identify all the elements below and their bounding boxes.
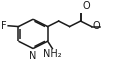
Text: N: N [29,51,37,61]
Text: O: O [92,21,100,31]
Text: F: F [1,21,7,31]
Text: O: O [82,1,90,11]
Text: NH₂: NH₂ [43,49,62,59]
